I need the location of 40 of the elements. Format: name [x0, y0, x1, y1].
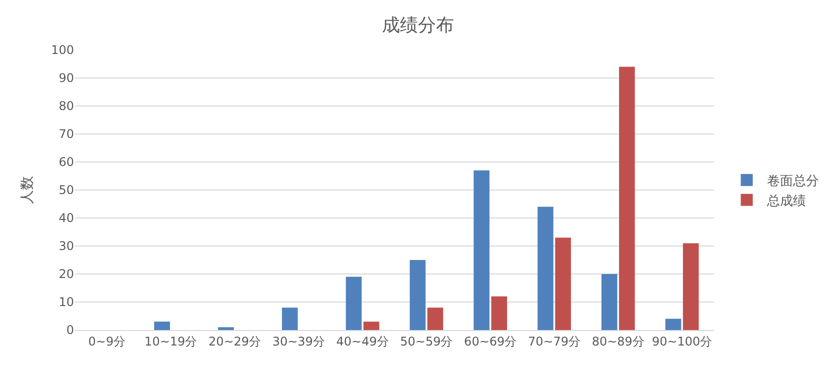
- bar: [491, 296, 508, 330]
- bar: [474, 170, 490, 330]
- x-tick-label: 30~39分: [272, 334, 325, 348]
- y-tick-label: 0: [66, 323, 74, 338]
- y-tick-label: 30: [58, 239, 74, 254]
- legend-label: 卷面总分: [766, 174, 819, 190]
- x-tick-label: 50~59分: [400, 334, 453, 348]
- y-tick-label: 10: [58, 295, 74, 310]
- bar: [601, 274, 618, 330]
- bar: [346, 276, 362, 330]
- bar: [555, 238, 571, 330]
- y-tick-label: 80: [58, 99, 74, 114]
- x-tick-label: 70~79分: [528, 334, 581, 348]
- bar: [363, 322, 380, 330]
- bar: [282, 308, 298, 330]
- x-tick-label: 10~19分: [144, 334, 198, 348]
- bar: [682, 243, 699, 330]
- y-tick-label: 60: [58, 155, 74, 170]
- x-tick-label: 60~69分: [464, 334, 517, 348]
- y-tick-label: 70: [58, 127, 74, 142]
- x-tick-label: 0~9分: [88, 334, 126, 348]
- bar: [154, 322, 170, 330]
- y-tick-label: 50: [58, 183, 74, 198]
- bar: [427, 308, 444, 330]
- bar: [410, 260, 426, 330]
- bar: [218, 327, 234, 330]
- y-tick-label: 100: [51, 43, 74, 58]
- bar: [538, 206, 554, 330]
- legend-label: 总成绩: [766, 194, 806, 209]
- y-tick-label: 40: [58, 211, 74, 226]
- y-tick-label: 20: [58, 267, 74, 282]
- bar: [619, 66, 635, 330]
- x-tick-label: 90~100分: [652, 334, 712, 348]
- x-tick-label: 40~49分: [336, 334, 389, 348]
- bar: [665, 318, 682, 330]
- chart-title: 成绩分布: [382, 15, 454, 36]
- y-tick-label: 90: [58, 71, 74, 86]
- x-tick-label: 20~29分: [208, 334, 262, 348]
- x-tick-label: 80~89分: [592, 334, 644, 348]
- y-axis-title: 人数: [20, 176, 36, 204]
